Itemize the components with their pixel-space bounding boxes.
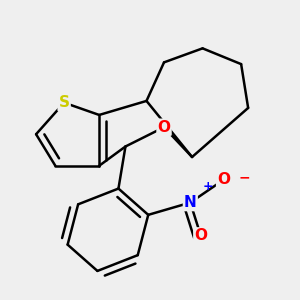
Text: O: O xyxy=(217,172,230,187)
Text: +: + xyxy=(202,180,213,193)
Text: O: O xyxy=(158,120,170,135)
Text: O: O xyxy=(194,228,207,243)
Text: S: S xyxy=(58,95,70,110)
Text: N: N xyxy=(184,195,197,210)
Text: −: − xyxy=(239,170,250,184)
